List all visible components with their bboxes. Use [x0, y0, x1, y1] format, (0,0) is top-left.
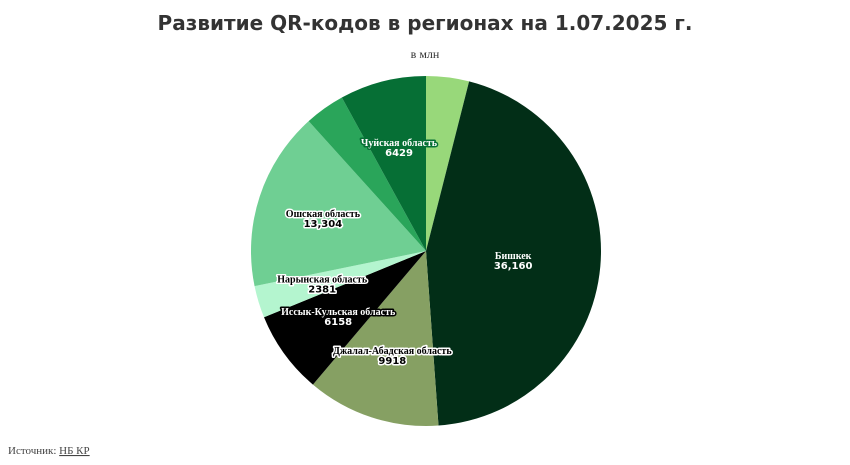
pie-slice: [264, 251, 426, 385]
pie-slice: [341, 76, 426, 251]
pie-slice: [254, 251, 426, 318]
slice-label: Ошская область: [286, 209, 361, 220]
pie-slice: [426, 81, 601, 426]
pie-slice: [308, 97, 426, 251]
value-label: 6429: [385, 148, 413, 159]
chart-subtitle: в млн: [411, 47, 440, 61]
source-label: Источник:: [8, 445, 56, 457]
slice-label: Нарынская область: [277, 275, 368, 286]
slice-label: Чуйская область: [361, 138, 438, 149]
slice-label: Иссык-Кульская область: [281, 307, 396, 318]
pie-slice: [312, 251, 439, 426]
value-label: 36,160: [494, 261, 533, 272]
pie-slice: [426, 76, 470, 251]
value-label: 2381: [308, 285, 336, 296]
value-label: 13,304: [304, 219, 343, 230]
value-label: 6158: [324, 317, 352, 328]
value-label: 9918: [378, 356, 406, 367]
chart-title: Развитие QR-кодов в регионах на 1.07.202…: [158, 11, 693, 35]
pie-slice: [251, 121, 426, 287]
slice-label: Джалал-Абадская область: [333, 346, 452, 357]
source-link[interactable]: НБ КР: [59, 445, 89, 457]
slice-label: Бишкек: [495, 251, 532, 262]
source: Источник: НБ КР: [8, 445, 90, 457]
